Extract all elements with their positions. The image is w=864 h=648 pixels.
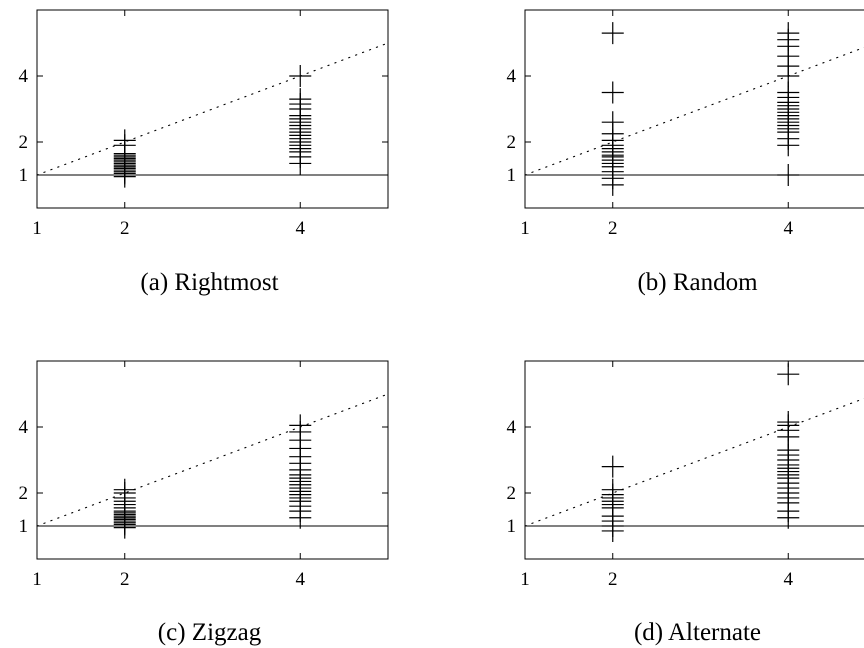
data-point <box>777 164 800 186</box>
data-point <box>601 81 624 104</box>
y-tick-label: 1 <box>507 165 517 186</box>
reference-line-diagonal <box>36 393 389 527</box>
x-tick-label: 4 <box>784 218 794 239</box>
reference-line-diagonal <box>36 42 389 176</box>
x-tick-label: 2 <box>608 569 618 590</box>
data-point <box>601 111 624 134</box>
y-tick-label: 4 <box>507 66 517 87</box>
data-point <box>601 22 624 45</box>
data-point <box>289 414 312 437</box>
x-tick-label: 1 <box>32 569 42 590</box>
reference-line-diagonal <box>524 397 864 527</box>
x-tick-label: 4 <box>784 569 794 590</box>
x-tick-label: 1 <box>520 569 530 590</box>
y-tick-label: 4 <box>19 417 29 438</box>
x-tick-label: 2 <box>608 218 618 239</box>
y-tick-label: 2 <box>19 483 29 504</box>
plot-frame <box>36 9 389 209</box>
plot-frame <box>36 360 389 560</box>
chart-panel-3: 1 2 4 1 2 4 (c) Zigzag <box>19 360 389 646</box>
y-tick-label: 4 <box>507 417 517 438</box>
plot-frame <box>524 9 864 209</box>
data-point <box>601 455 624 478</box>
panel-caption: (d) Alternate <box>634 619 761 646</box>
data-point <box>113 129 136 152</box>
data-point <box>777 363 800 386</box>
chart-panel-2: 1 2 4 1 2 4 (b) Random <box>507 9 864 296</box>
x-tick-label: 2 <box>120 218 130 239</box>
panel-caption: (b) Random <box>637 269 758 296</box>
x-tick-label: 4 <box>296 218 306 239</box>
chart-panel-1: 1 2 4 1 2 4 (a) Rightmost <box>19 9 389 296</box>
panel-caption: (a) Rightmost <box>140 269 278 296</box>
y-tick-label: 4 <box>19 66 29 87</box>
data-point <box>289 88 312 111</box>
data-point <box>601 478 624 501</box>
y-tick-label: 1 <box>507 516 517 537</box>
y-tick-label: 2 <box>19 132 29 153</box>
x-tick-label: 1 <box>520 218 530 239</box>
x-tick-label: 4 <box>296 569 306 590</box>
y-tick-label: 1 <box>19 165 29 186</box>
y-tick-label: 2 <box>507 132 517 153</box>
data-point <box>289 65 312 87</box>
data-point <box>113 478 136 501</box>
y-tick-label: 2 <box>507 483 517 504</box>
reference-line-diagonal <box>524 46 864 176</box>
data-point <box>777 411 800 434</box>
x-tick-label: 2 <box>120 569 130 590</box>
plot-frame <box>524 360 864 560</box>
chart-panel-4: 1 2 4 1 2 4 (d) Alternate <box>507 360 864 646</box>
y-tick-label: 1 <box>19 516 29 537</box>
data-point <box>777 22 800 45</box>
panel-caption: (c) Zigzag <box>158 619 262 646</box>
x-tick-label: 1 <box>32 218 42 239</box>
